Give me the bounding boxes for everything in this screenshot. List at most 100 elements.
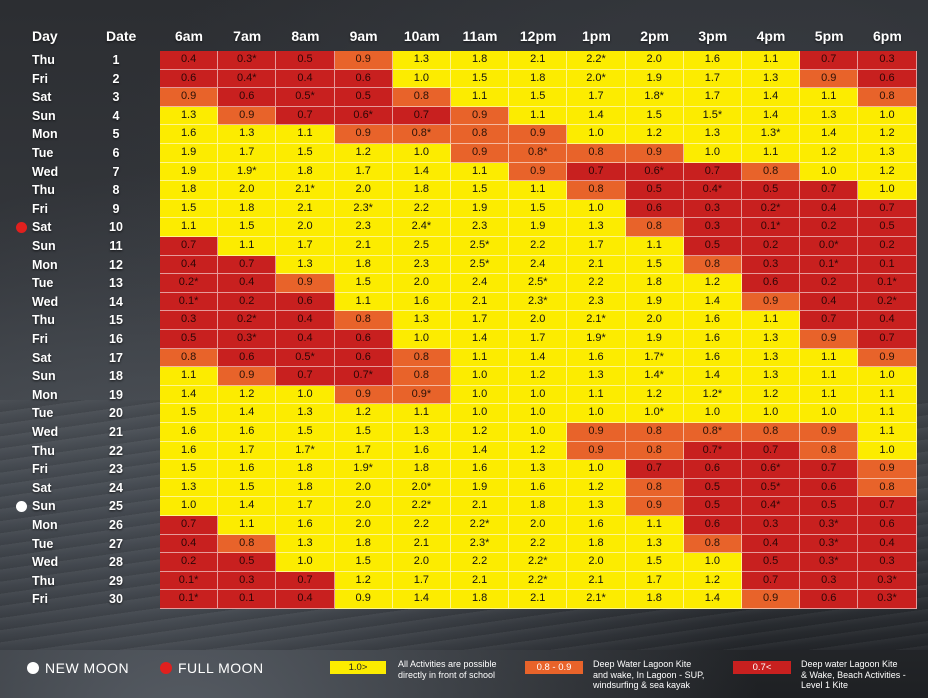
tide-cell: 1.4: [683, 367, 742, 386]
tide-cell: 0.5: [683, 478, 742, 498]
tide-cell: 1.9*: [334, 460, 393, 479]
time-header: 6am: [174, 28, 204, 44]
row-date-label: 28: [109, 555, 123, 570]
tide-cell: 1.2: [509, 441, 568, 461]
tide-cell: 1.8: [451, 590, 510, 609]
tide-cell: 1.1: [160, 218, 219, 237]
tide-cell: 0.9: [334, 51, 393, 70]
tide-cell: 1.3: [160, 478, 219, 498]
tide-cell: 0.8: [160, 348, 219, 368]
tide-cell: 0.6*: [625, 162, 684, 182]
tide-cell: 0.5: [800, 497, 859, 516]
tide-cell: 0.6: [858, 516, 917, 535]
tide-cell: 2.4*: [392, 218, 451, 237]
time-header: 10am: [403, 28, 440, 44]
tide-cell: 2.1*: [567, 590, 626, 609]
tide-cell: 2.2: [509, 237, 568, 256]
tide-cell: 1.2: [800, 144, 859, 163]
tide-cell: 1.6: [392, 441, 451, 461]
tide-cell: 2.0: [218, 181, 277, 200]
new-moon-marker-icon: [16, 501, 27, 513]
tide-cell: 0.5*: [276, 348, 335, 368]
tide-cell: 0.8: [858, 88, 917, 107]
tide-cell: 2.1: [334, 237, 393, 256]
tide-cell: 1.1: [858, 423, 917, 442]
tide-cell: 1.3: [392, 51, 451, 70]
tide-cell: 1.1: [218, 237, 277, 256]
tide-cell: 0.7: [800, 460, 859, 479]
tide-cell: 0.4: [218, 274, 277, 293]
tide-cell: 0.8: [392, 348, 451, 368]
tide-cell: 1.7: [567, 88, 626, 107]
tide-cell: 2.4: [451, 274, 510, 293]
legend-red-text: Deep water Lagoon Kite & Wake, Beach Act…: [801, 659, 926, 691]
tide-cell: 0.4*: [683, 181, 742, 200]
tide-cell: 1.1: [509, 106, 568, 126]
tide-cell: 0.8: [392, 88, 451, 107]
tide-cell: 2.1: [509, 590, 568, 609]
tide-cell: 2.1: [276, 199, 335, 219]
tide-cell: 2.0: [392, 274, 451, 293]
tide-cell: 0.7*: [683, 441, 742, 461]
tide-cell: 0.9: [451, 144, 510, 163]
tide-cell: 0.8: [451, 125, 510, 144]
tide-cell: 0.7: [800, 311, 859, 330]
legend-yellow-line-1: All Activities are possible: [398, 659, 497, 669]
row-day-label: Fri: [32, 462, 48, 477]
tide-cell: 2.0: [625, 51, 684, 70]
row-date-label: 4: [112, 108, 120, 123]
row-date-label: 27: [109, 536, 123, 551]
tide-cell: 1.9: [509, 218, 568, 237]
tide-cell: 1.3: [567, 497, 626, 516]
tide-cell: 2.0: [509, 516, 568, 535]
tide-cell: 2.0: [509, 311, 568, 330]
tide-cell: 1.3: [276, 534, 335, 554]
tide-cell: 1.4: [218, 497, 277, 516]
tide-cell: 0.2: [800, 218, 859, 237]
tide-cell: 1.8: [160, 181, 219, 200]
tide-cell: 1.0*: [625, 404, 684, 423]
row-day-label: Mon: [32, 257, 58, 272]
tide-cell: 1.3: [567, 367, 626, 386]
tide-cell: 1.4: [742, 106, 801, 126]
tide-cell: 1.1: [800, 88, 859, 107]
tide-cell: 0.4: [742, 534, 801, 554]
row-day-label: Fri: [32, 201, 48, 216]
tide-cell: 1.8: [392, 181, 451, 200]
tide-cell: 0.6*: [334, 106, 393, 126]
tide-cell: 1.0: [683, 144, 742, 163]
tide-cell: 0.4: [160, 534, 219, 554]
tide-cell: 1.1: [392, 404, 451, 423]
tide-cell: 0.9: [567, 423, 626, 442]
tide-cell: 2.2*: [509, 553, 568, 572]
tide-cell: 0.9: [625, 497, 684, 516]
tide-cell: 0.9: [276, 274, 335, 293]
row-day-label: Mon: [32, 518, 58, 532]
tide-cell: 1.2: [509, 367, 568, 386]
tide-cell: 0.4: [160, 255, 219, 275]
tide-cell: 0.7*: [334, 367, 393, 386]
tide-cell: 0.3: [218, 571, 277, 591]
tide-cell: 0.8: [742, 162, 801, 182]
tide-cell: 1.7: [276, 237, 335, 256]
tide-cell: 1.0: [276, 553, 335, 572]
tide-cell: 1.9*: [567, 330, 626, 349]
tide-cell: 0.9: [334, 590, 393, 609]
tide-cell: 1.1: [451, 348, 510, 368]
tide-cell: 0.8: [625, 478, 684, 498]
tide-cell: 1.0: [392, 330, 451, 349]
row-date-label: 8: [112, 183, 120, 198]
tide-cell: 0.4: [276, 330, 335, 349]
tide-cell: 1.2: [567, 478, 626, 498]
tide-cell: 1.0: [392, 144, 451, 163]
row-date-label: 22: [109, 443, 123, 458]
tide-cell: 0.9*: [392, 385, 451, 405]
tide-cell: 0.7: [858, 497, 917, 516]
tide-cell: 0.8: [218, 534, 277, 554]
legend-red-line-2: & Wake, Beach Activities -: [801, 669, 906, 680]
tide-cell: 2.4: [509, 255, 568, 275]
tide-cell: 1.0: [567, 125, 626, 144]
row-date-label: 19: [109, 387, 123, 402]
tide-cell: 1.0: [858, 181, 917, 200]
tide-cell: 1.1: [218, 516, 277, 535]
